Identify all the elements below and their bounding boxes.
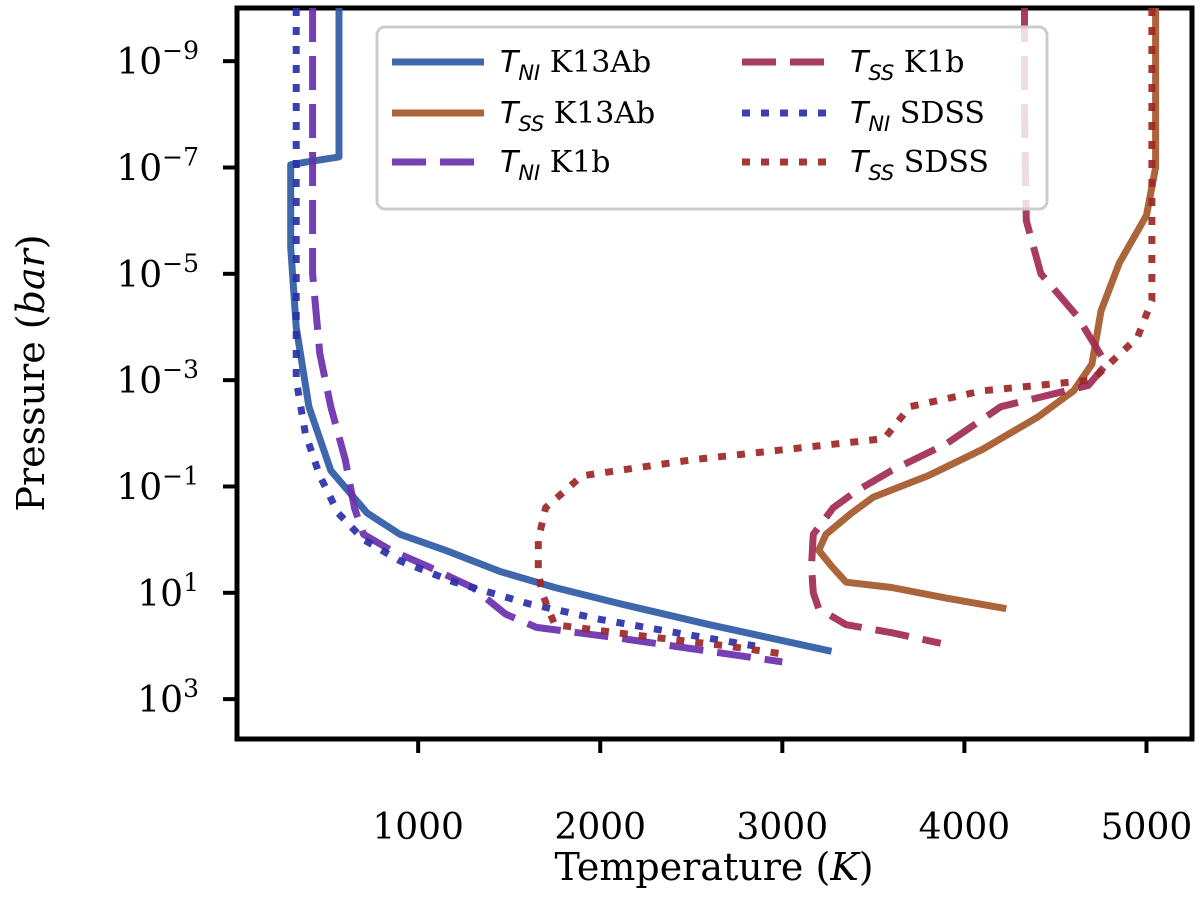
series-line-2	[309, 8, 783, 666]
legend-entry-label: TSS SDSS	[850, 145, 989, 185]
legend-box	[375, 25, 1049, 211]
x-tick-label: 3000	[737, 807, 829, 848]
legend-entry-label: TSS K13Ab	[500, 96, 655, 136]
x-tick-label: 4000	[919, 807, 1011, 848]
y-axis-ticks: 10−9 10−7 10−5 10−3 10−1 101 103	[116, 36, 237, 721]
plot-frame	[234, 5, 1195, 742]
legend: TNI K13Ab TSS K13Ab TNI K1b TSS K1b TNI SDSS…	[375, 25, 1049, 211]
y-tick-label: 10−1	[116, 461, 199, 508]
x-axis-label: Temperature (K)	[554, 845, 873, 889]
x-tick-label: 5000	[1101, 807, 1193, 848]
y-tick-label: 10−3	[116, 355, 199, 402]
y-tick-label: 10−7	[116, 142, 199, 189]
x-axis-ticks: 1000 2000 3000 4000 5000	[372, 739, 1192, 848]
series-line-1	[815, 8, 1160, 613]
legend-entry-label: TNI K13Ab	[500, 45, 651, 85]
series-line-5	[534, 8, 1156, 658]
x-tick-label: 2000	[554, 807, 646, 848]
series-line-3	[808, 8, 1110, 647]
y-tick-label: 103	[137, 674, 199, 721]
y-tick-label: 101	[137, 568, 199, 615]
y-axis-label: Pressure (bar)	[9, 234, 53, 511]
series-layer	[287, 8, 1160, 666]
y-tick-label: 10−5	[116, 249, 199, 296]
legend-entry-label: TNI SDSS	[850, 96, 985, 136]
legend-entry-label: TNI K1b	[500, 145, 610, 185]
y-tick-label: 10−9	[116, 36, 199, 83]
x-tick-label: 1000	[372, 807, 464, 848]
legend-entry-label: TSS K1b	[850, 45, 965, 85]
